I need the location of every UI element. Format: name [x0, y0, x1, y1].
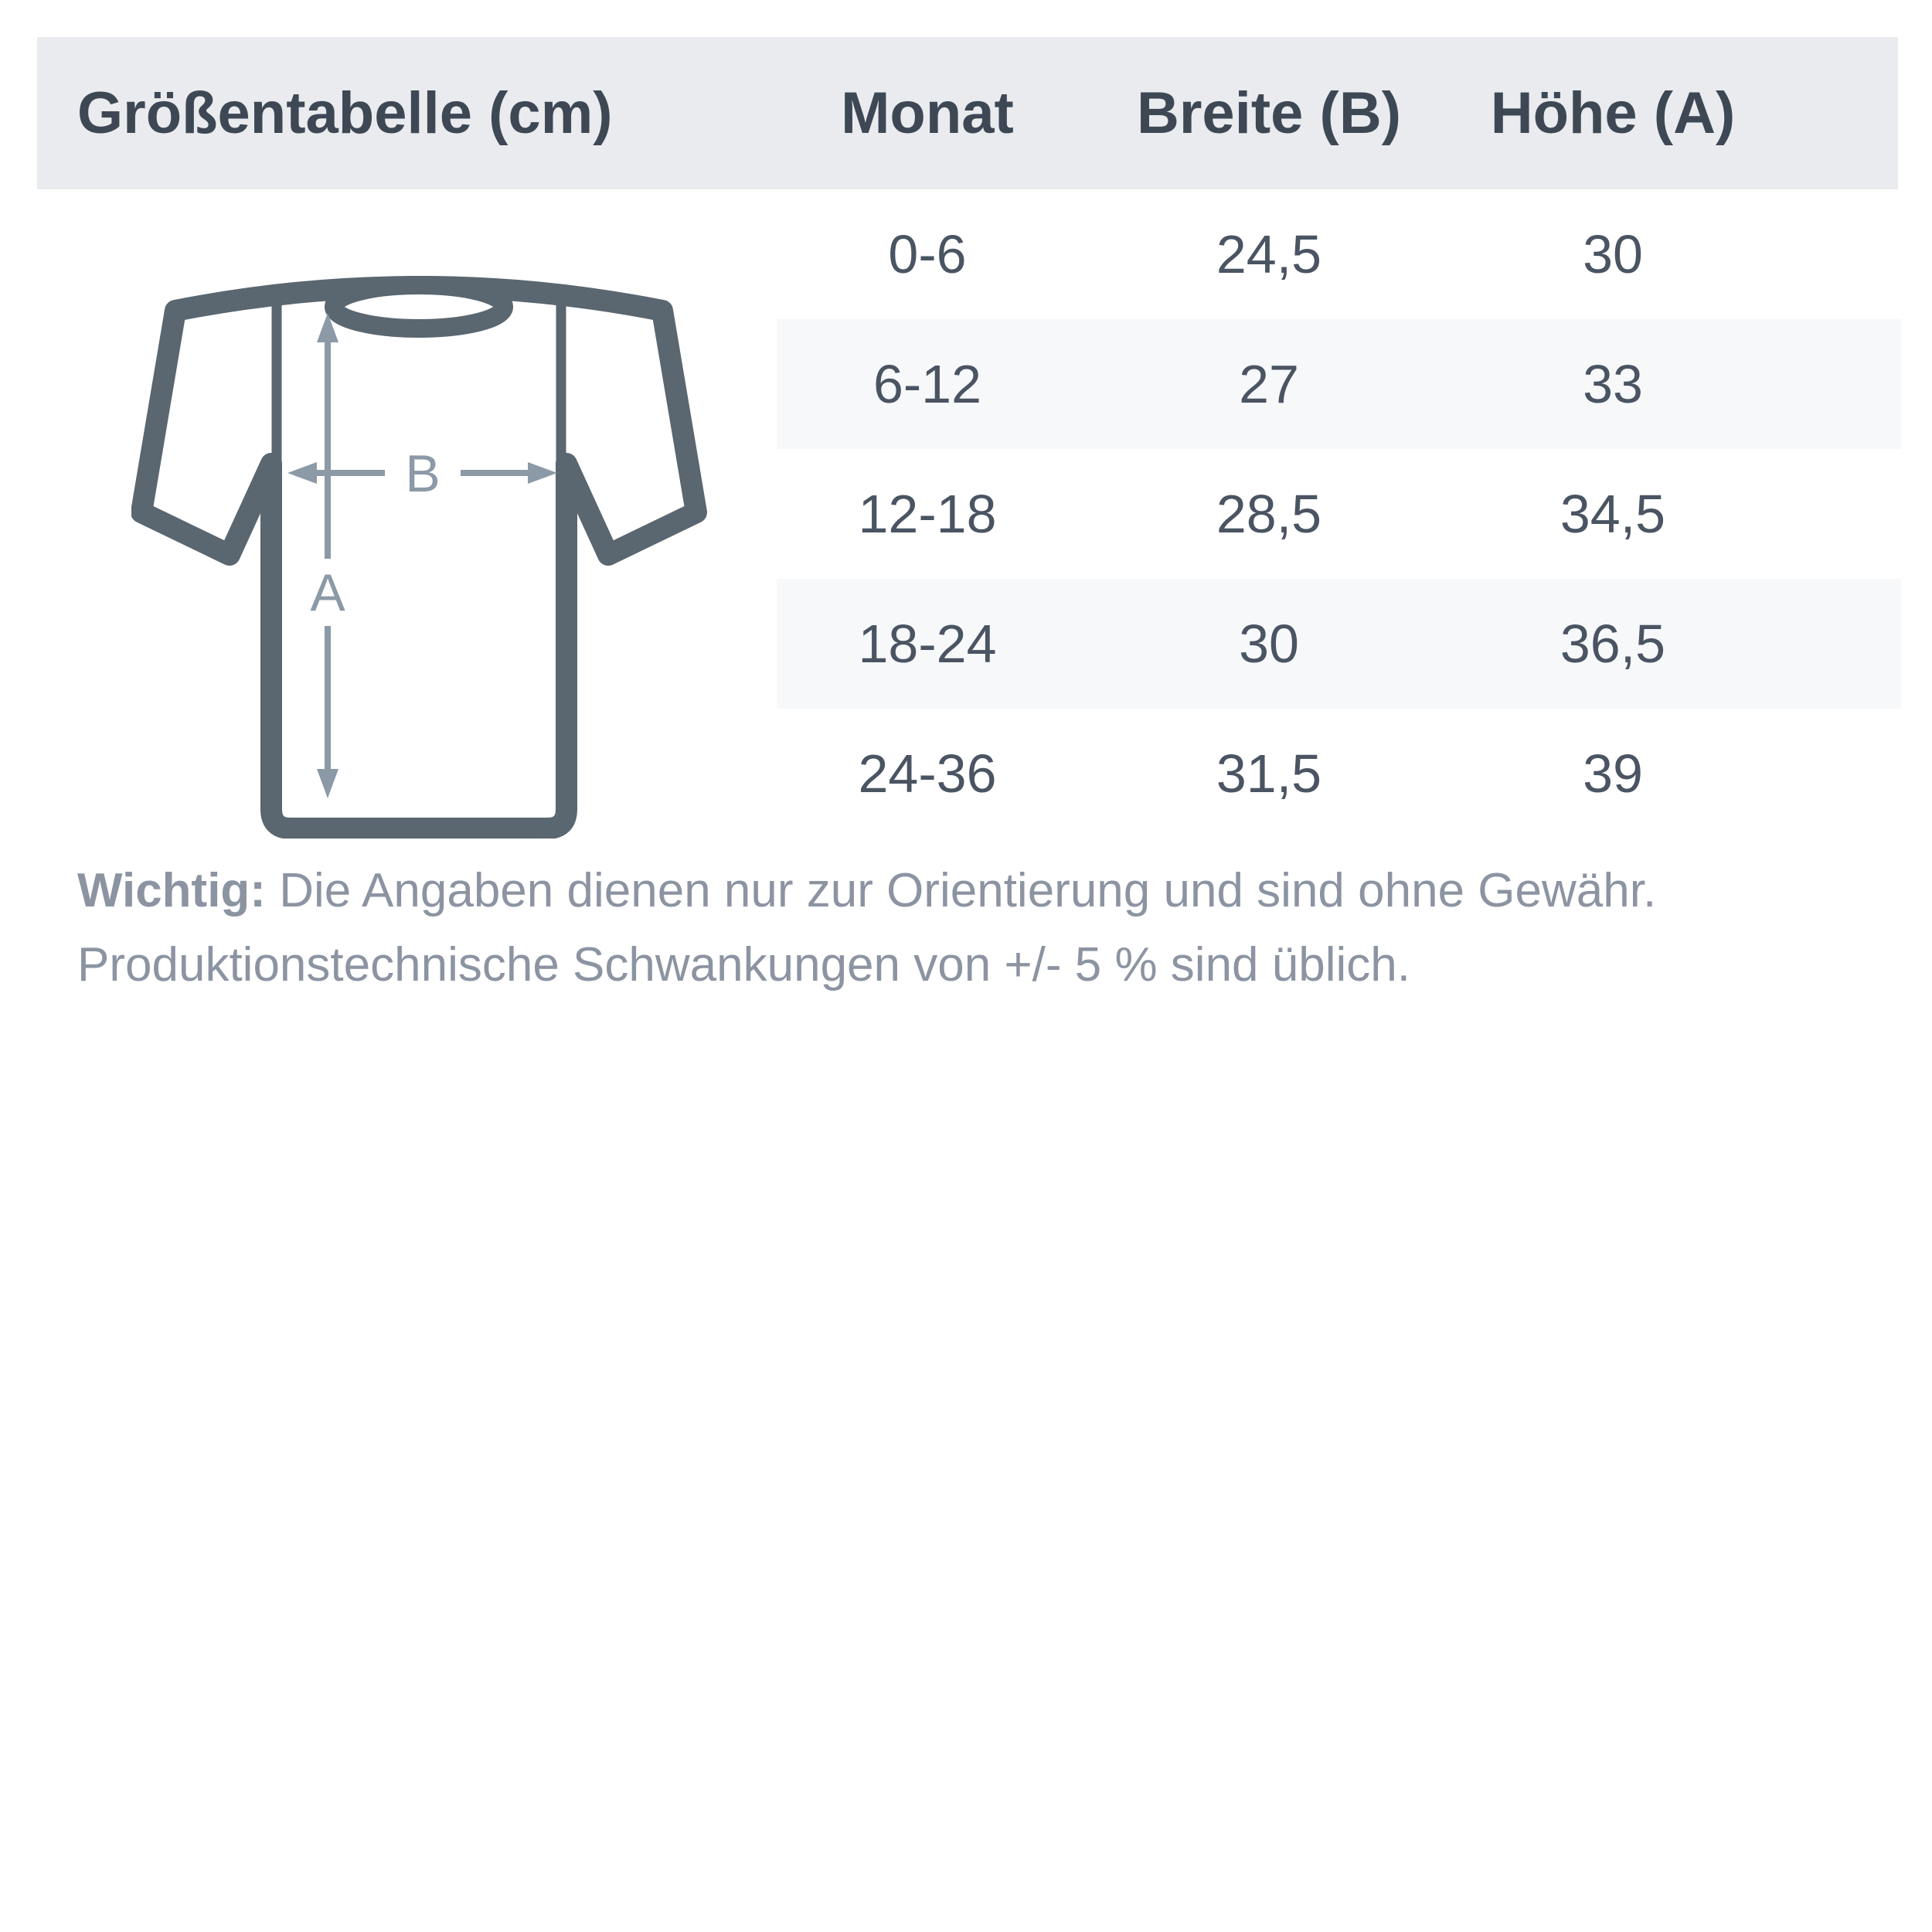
- collar: [325, 276, 513, 338]
- column-header-hoehe: Höhe (A): [1490, 80, 1736, 146]
- table-row: 0-6 24,5 30: [777, 189, 1901, 319]
- note-prefix: Wichtig:: [77, 864, 266, 917]
- cell-breite: 30: [1239, 614, 1299, 674]
- table-row: 12-18 28,5 34,5: [777, 449, 1901, 579]
- cell-breite: 27: [1239, 354, 1299, 414]
- note-line1: Die Angaben dienen nur zur Orientierung …: [279, 864, 1657, 917]
- cell-monat: 0-6: [888, 224, 967, 284]
- column-header-breite: Breite (B): [1136, 80, 1402, 146]
- cell-hoehe: 34,5: [1560, 484, 1666, 544]
- width-arrow: [287, 462, 557, 484]
- table-row: 6-12 27 33: [777, 319, 1901, 449]
- table-row: 24-36 31,5 39: [777, 709, 1901, 838]
- height-arrow: [317, 313, 338, 798]
- tshirt-icon: A B: [131, 276, 707, 838]
- label-b: B: [405, 444, 440, 503]
- column-header-monat: Monat: [841, 80, 1014, 146]
- cell-monat: 18-24: [858, 614, 997, 674]
- disclaimer-note: Wichtig: Die Angaben dienen nur zur Orie…: [77, 854, 1870, 1002]
- cell-hoehe: 30: [1583, 224, 1643, 284]
- cell-monat: 24-36: [858, 743, 997, 804]
- note-line2: Produktionstechnische Schwankungen von +…: [77, 938, 1410, 992]
- cell-breite: 31,5: [1216, 743, 1322, 804]
- cell-monat: 6-12: [872, 354, 982, 414]
- cell-monat: 12-18: [858, 484, 997, 544]
- cell-breite: 28,5: [1216, 484, 1322, 544]
- cell-hoehe: 39: [1583, 743, 1643, 804]
- table-row: 18-24 30 36,5: [777, 579, 1901, 709]
- cell-breite: 24,5: [1216, 224, 1322, 284]
- tshirt-outline: [131, 276, 707, 838]
- column-headers: Monat Breite (B) Höhe (A): [777, 37, 1901, 189]
- table-header-band: Größentabelle (cm) Monat Breite (B) Höhe…: [37, 37, 1898, 189]
- cell-hoehe: 36,5: [1560, 614, 1666, 674]
- label-a: A: [310, 563, 345, 622]
- page-title: Größentabelle (cm): [77, 80, 613, 146]
- tshirt-measurement-diagram: A B: [131, 267, 707, 838]
- cell-hoehe: 33: [1583, 354, 1643, 414]
- size-table-body: 0-6 24,5 30 6-12 27 33 12-18 28,5 34,5 1…: [777, 189, 1901, 838]
